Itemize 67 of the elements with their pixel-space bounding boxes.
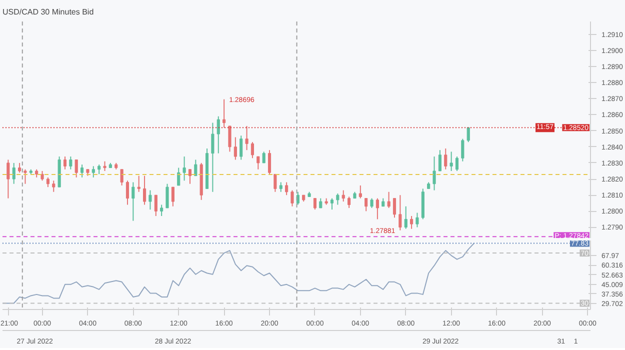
- candlestick: [319, 198, 322, 208]
- candlestick: [245, 125, 248, 151]
- candlestick: [387, 191, 390, 208]
- candlestick: [132, 182, 135, 222]
- candlestick: [438, 150, 442, 172]
- candlestick: [330, 198, 334, 210]
- candlestick: [69, 156, 72, 170]
- candlestick: [24, 168, 27, 184]
- candlestick: [342, 190, 345, 202]
- candlestick: [63, 156, 67, 170]
- candlestick: [80, 164, 84, 178]
- candlestick: [376, 198, 379, 220]
- chart-title: USD/CAD 30 Minutes Bid: [2, 8, 94, 16]
- candlestick: [18, 162, 22, 174]
- candlestick: [274, 174, 277, 192]
- candlestick: [313, 198, 316, 210]
- candlestick: [154, 194, 158, 216]
- candlestick: [262, 151, 266, 164]
- candlestick: [103, 160, 106, 172]
- candlestick: [160, 204, 164, 216]
- candlestick: [46, 176, 50, 188]
- candlestick: [410, 215, 414, 230]
- candlestick: [444, 148, 448, 170]
- candlestick: [455, 156, 459, 172]
- candlestick: [450, 151, 453, 172]
- candlestick: [74, 159, 78, 178]
- candlestick: [432, 156, 436, 191]
- candlestick: [279, 182, 282, 192]
- candlestick: [370, 198, 374, 208]
- candlestick: [211, 122, 214, 192]
- candlestick: [188, 168, 192, 184]
- candlestick: [6, 159, 10, 199]
- candlestick: [256, 156, 260, 170]
- candlestick: [250, 142, 254, 159]
- candlestick: [404, 206, 408, 230]
- candlestick: [177, 167, 180, 186]
- candlestick: [392, 198, 396, 218]
- candlestick: [285, 182, 288, 196]
- candlestick: [222, 98, 226, 128]
- candlestick: [461, 138, 464, 162]
- candlestick: [40, 170, 44, 182]
- candlestick: [126, 180, 130, 206]
- candlestick: [466, 127, 470, 143]
- candlestick: [194, 159, 198, 176]
- candlestick: [228, 125, 232, 152]
- candlestick: [148, 190, 152, 210]
- candlestick: [171, 186, 174, 207]
- candlestick: [52, 180, 56, 192]
- candlestick: [290, 190, 294, 207]
- candlestick: [143, 175, 146, 206]
- candlestick: [358, 184, 362, 199]
- candlestick: [348, 196, 351, 208]
- candlestick: [268, 150, 272, 175]
- candlestick: [216, 116, 220, 154]
- candlestick: [166, 183, 169, 208]
- candlestick: [137, 175, 140, 192]
- candlestick: [12, 162, 16, 184]
- candlestick: [234, 136, 237, 160]
- candlestick: [336, 192, 340, 206]
- candlestick: [364, 198, 368, 212]
- candlestick: [416, 212, 419, 228]
- candlestick: [92, 166, 95, 178]
- candlestick: [240, 135, 243, 160]
- candlestick: [398, 194, 402, 231]
- candlestick: [182, 156, 186, 182]
- candlestick: [120, 168, 124, 186]
- candlestick: [98, 164, 101, 175]
